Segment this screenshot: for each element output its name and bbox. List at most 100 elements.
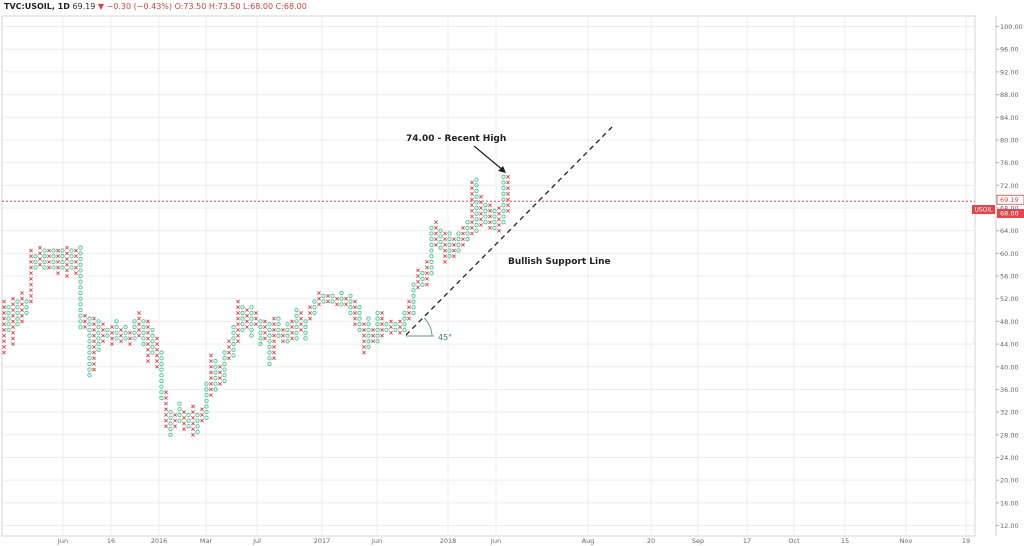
o-mark [150, 333, 155, 338]
x-mark [29, 299, 33, 304]
x-tick-label: 2018 [440, 537, 457, 545]
x-mark [65, 257, 69, 261]
o-mark [213, 364, 218, 369]
x-mark [29, 288, 33, 293]
x-column [20, 291, 24, 324]
o-mark [204, 381, 209, 386]
x-mark [434, 242, 438, 247]
x-mark [38, 257, 42, 261]
o-column [321, 293, 326, 304]
x-column [443, 231, 447, 264]
o-mark [96, 347, 101, 352]
o-mark [501, 186, 506, 191]
o-mark [411, 293, 416, 299]
o-mark [357, 316, 362, 321]
o-mark [15, 310, 20, 316]
x-mark [236, 333, 240, 338]
x-mark [146, 353, 150, 358]
o-column [141, 319, 146, 347]
o-mark [285, 322, 290, 327]
x-mark [92, 316, 96, 321]
x-column [272, 316, 276, 361]
x-mark [155, 347, 159, 352]
o-mark [474, 177, 479, 182]
down-arrow-icon: ▼ [97, 2, 105, 11]
x-mark [281, 327, 285, 332]
o-mark [114, 319, 119, 324]
x-column [335, 296, 339, 307]
x-mark [191, 404, 195, 409]
o-mark [294, 319, 299, 324]
symbol-label: TVC:USOIL, 1D [4, 2, 70, 11]
x-mark [398, 319, 402, 324]
o-mark [15, 305, 20, 310]
o-mark [195, 429, 200, 435]
o-mark [339, 302, 344, 307]
o-mark [447, 237, 452, 242]
o-mark [321, 293, 326, 299]
o-mark [78, 324, 83, 330]
x-mark [353, 316, 357, 321]
o-mark [267, 344, 272, 350]
o-mark [249, 322, 254, 327]
x-mark [209, 353, 213, 358]
x-mark [92, 327, 96, 332]
y-tick-label: 76.00 [1000, 159, 1019, 167]
o-column [78, 245, 83, 330]
y-tick-label: 40.00 [1000, 363, 1019, 371]
o-column [375, 310, 380, 344]
support-trend-line[interactable] [405, 126, 613, 336]
x-mark [290, 336, 294, 341]
symbol-header: TVC:USOIL, 1D 69.19 ▼ −0.30 (−0.43%) O:7… [4, 2, 307, 11]
o-mark [42, 265, 47, 270]
o-column [429, 225, 434, 276]
x-column [425, 259, 429, 287]
o-mark [231, 347, 236, 352]
x-mark [2, 316, 6, 321]
x-mark [263, 336, 267, 341]
x-mark [92, 344, 96, 349]
o-mark [132, 336, 137, 341]
x-column [119, 327, 123, 344]
x-tick-label: Jul [252, 537, 261, 545]
y-tick-label: 84.00 [1000, 114, 1019, 122]
x-mark [317, 302, 321, 307]
last-price-box [996, 194, 1024, 205]
ohlc-values: O:73.50 H:73.50 L:68.00 C:68.00 [174, 2, 307, 11]
o-mark [303, 319, 308, 324]
o-mark [429, 225, 434, 230]
x-mark [326, 299, 330, 304]
o-mark [78, 251, 83, 256]
o-mark [420, 276, 425, 282]
o-mark [456, 231, 461, 236]
x-mark [155, 353, 159, 358]
o-mark [429, 231, 434, 236]
x-mark [47, 259, 51, 264]
x-column [497, 206, 501, 233]
o-mark [186, 412, 191, 418]
x-mark [56, 259, 60, 264]
o-mark [420, 271, 425, 276]
o-column [483, 203, 488, 225]
o-mark [15, 299, 20, 304]
x-mark [443, 231, 447, 236]
x-mark [74, 248, 78, 253]
x-mark [299, 322, 303, 327]
o-mark [285, 339, 290, 344]
y-tick-label: 12.00 [1000, 522, 1019, 530]
x-mark [416, 268, 420, 273]
o-mark [366, 322, 371, 327]
o-mark [15, 316, 20, 321]
x-mark [164, 396, 168, 400]
o-mark [87, 333, 92, 338]
x-mark [335, 296, 339, 301]
o-mark [465, 225, 470, 230]
o-column [42, 248, 47, 270]
x-mark [110, 336, 114, 341]
o-mark [150, 350, 155, 355]
annotations: 45° 74.00 - Recent High Bullish Support … [405, 126, 613, 342]
o-column [330, 293, 335, 304]
o-column [312, 299, 317, 316]
price-change: −0.30 (−0.43%) [106, 2, 173, 11]
